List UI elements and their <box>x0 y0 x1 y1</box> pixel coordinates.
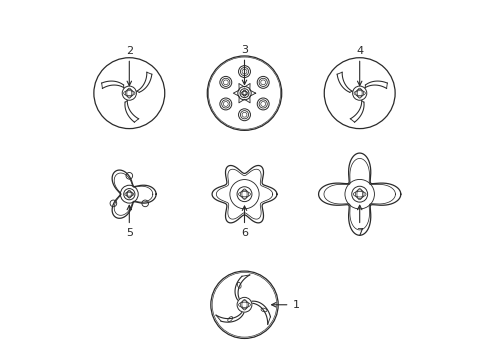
Text: 1: 1 <box>271 300 299 310</box>
Text: 3: 3 <box>241 45 247 85</box>
Text: 5: 5 <box>125 205 133 238</box>
Text: 6: 6 <box>241 206 247 238</box>
Text: 2: 2 <box>125 46 133 86</box>
Text: 7: 7 <box>355 205 363 238</box>
Text: 4: 4 <box>355 46 363 86</box>
